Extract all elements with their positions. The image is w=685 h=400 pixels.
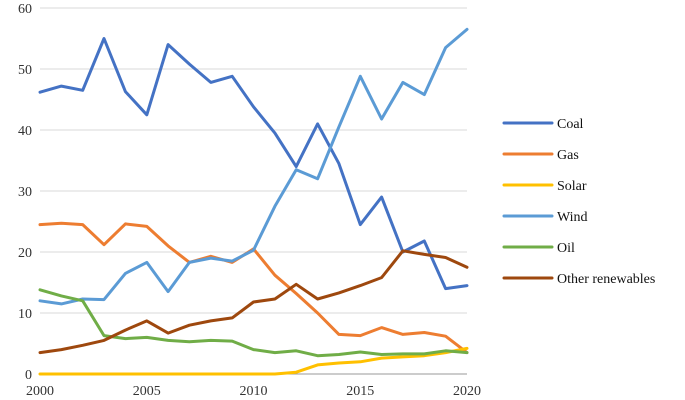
legend: Coal Gas Solar Wind Oil Other renewables — [502, 117, 655, 287]
x-tick-label: 2020 — [453, 384, 481, 399]
legend-label-gas: Gas — [557, 148, 579, 163]
legend-label-wind: Wind — [557, 210, 588, 225]
y-tick-label: 50 — [18, 63, 32, 78]
series-line-other-renewables — [38, 249, 469, 355]
y-tick-label: 20 — [18, 246, 32, 261]
legend-label-other-renewables: Other renewables — [557, 272, 655, 287]
y-tick-label: 60 — [18, 2, 32, 17]
x-tick-label: 2015 — [346, 384, 374, 399]
y-tick-label: 30 — [18, 185, 32, 200]
x-tick-label: 2000 — [26, 384, 54, 399]
x-tick-label: 2005 — [133, 384, 161, 399]
axes: 0 10 20 30 40 50 60 2000 2005 2010 2015 2020 — [18, 2, 481, 399]
y-tick-label: 10 — [18, 307, 32, 322]
series-line-coal — [38, 37, 469, 291]
y-tick-label: 40 — [18, 124, 32, 139]
x-tick-label: 2010 — [240, 384, 268, 399]
legend-label-oil: Oil — [557, 241, 575, 256]
legend-label-solar: Solar — [557, 179, 587, 194]
series-line-wind — [38, 27, 469, 306]
gridlines — [40, 7, 467, 314]
series-lines — [38, 27, 469, 376]
y-tick-label: 0 — [25, 368, 32, 383]
legend-label-coal: Coal — [557, 117, 584, 132]
series-line-solar — [38, 346, 469, 376]
